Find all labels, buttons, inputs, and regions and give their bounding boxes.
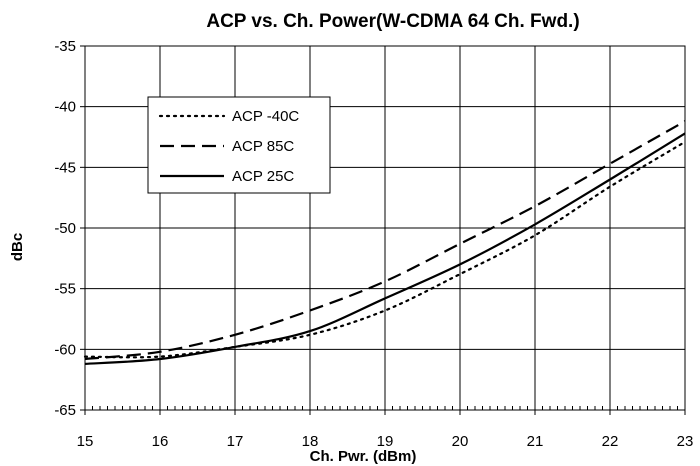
x-tick-label: 23	[677, 433, 694, 450]
legend: ACP -40C ACP 85C ACP 25C	[147, 96, 331, 194]
chart-title: ACP vs. Ch. Power(W-CDMA 64 Ch. Fwd.)	[206, 11, 579, 32]
x-tick-label: 18	[302, 433, 319, 450]
series-line-acp-25c	[84, 132, 686, 365]
y-tick-label: -40	[54, 99, 76, 116]
y-tick-label: -50	[54, 220, 76, 237]
series-lines	[83, 120, 687, 365]
y-axis-label: dBc	[9, 233, 26, 261]
legend-label: ACP -40C	[232, 108, 299, 125]
x-tick-label: 20	[452, 433, 469, 450]
x-tick-label: 17	[227, 433, 244, 450]
y-tick-label: -45	[54, 159, 76, 176]
y-tick-label: -65	[54, 402, 76, 419]
y-tick-label: -35	[54, 38, 76, 55]
y-tick-label: -60	[54, 341, 76, 358]
series-line-acp-85c	[84, 120, 686, 361]
legend-label: ACP 85C	[232, 138, 294, 155]
legend-label: ACP 25C	[232, 168, 294, 185]
x-axis-label: Ch. Pwr. (dBm)	[310, 448, 417, 465]
x-tick-label: 15	[77, 433, 94, 450]
x-tick-labels: 15 16 17 18 19 20 21 22 23	[77, 433, 694, 450]
minor-ticks	[84, 406, 686, 410]
y-tick-label: -55	[54, 281, 76, 298]
x-tick-label: 21	[527, 433, 544, 450]
series-line-acp-40c	[83, 140, 687, 359]
x-tick-label: 22	[602, 433, 619, 450]
y-tick-labels: -35 -40 -45 -50 -55 -60 -65	[54, 38, 76, 419]
x-tick-label: 16	[152, 433, 169, 450]
x-tick-label: 19	[377, 433, 394, 450]
